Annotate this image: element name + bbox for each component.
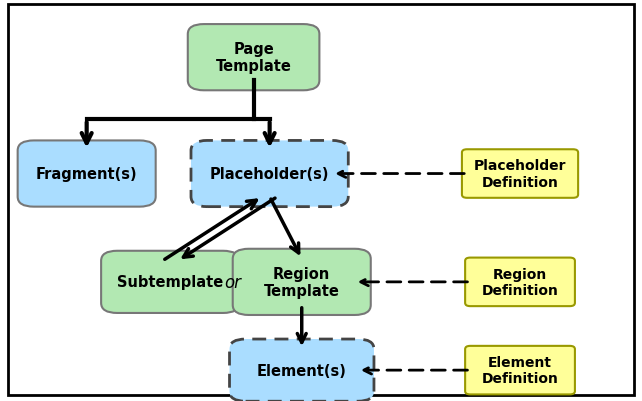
Text: Region
Definition: Region Definition — [482, 267, 559, 297]
FancyBboxPatch shape — [17, 141, 155, 207]
Text: Region
Template: Region Template — [264, 266, 340, 298]
FancyBboxPatch shape — [187, 25, 319, 91]
FancyBboxPatch shape — [232, 249, 370, 315]
Text: Element
Definition: Element Definition — [482, 355, 559, 385]
FancyBboxPatch shape — [101, 251, 239, 313]
FancyBboxPatch shape — [229, 339, 374, 401]
Text: Page
Template: Page Template — [216, 42, 291, 74]
Text: Placeholder
Definition: Placeholder Definition — [474, 159, 566, 189]
Text: Fragment(s): Fragment(s) — [36, 167, 137, 182]
Text: or: or — [225, 273, 241, 291]
FancyBboxPatch shape — [191, 141, 348, 207]
FancyBboxPatch shape — [465, 258, 575, 306]
FancyBboxPatch shape — [462, 150, 578, 198]
Text: Placeholder(s): Placeholder(s) — [210, 167, 329, 182]
Text: Subtemplate: Subtemplate — [117, 275, 223, 290]
Text: Element(s): Element(s) — [257, 363, 347, 378]
FancyBboxPatch shape — [465, 346, 575, 395]
